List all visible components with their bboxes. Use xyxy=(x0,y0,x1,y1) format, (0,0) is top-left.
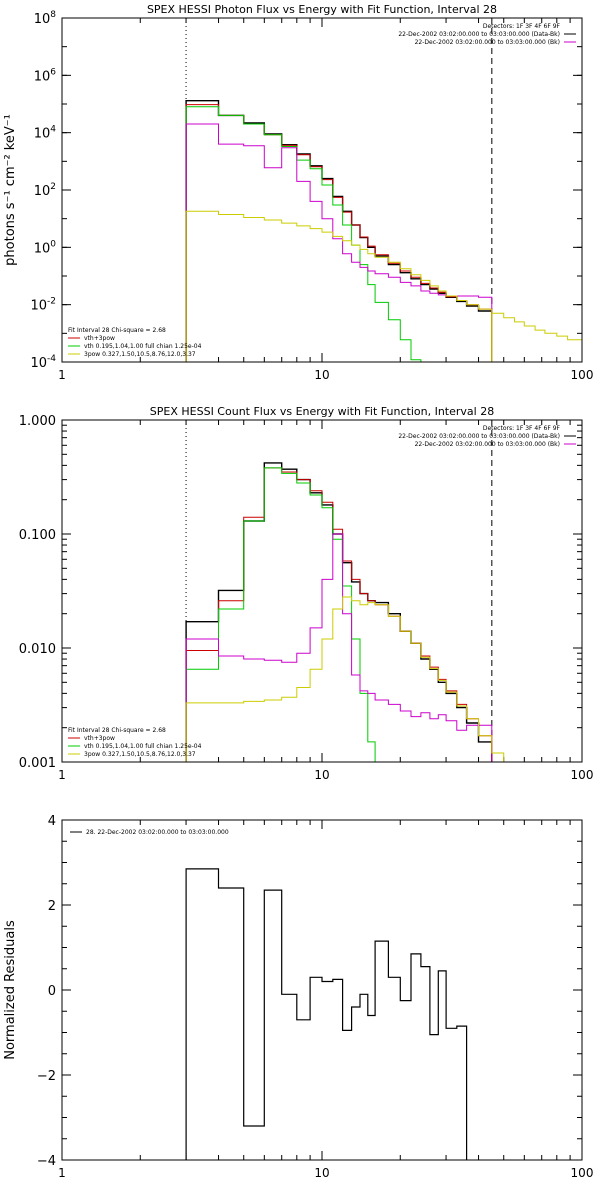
legend-top-entry: Detectors: 1F 3F 4F 6F 9F xyxy=(483,425,561,432)
series-line--bk- xyxy=(185,123,493,362)
x-tick-label: 1 xyxy=(58,1166,66,1180)
series-line-vth-3pow xyxy=(185,104,493,362)
y-tick-label: 4 xyxy=(48,814,56,829)
legend-top-entry: 22-Dec-2002 03:02:00.000 to 03:03:00.000… xyxy=(398,31,560,38)
y-tick-base: 10 xyxy=(30,299,47,314)
chart-panel-1: SPEX HESSI Photon Flux vs Energy with Fi… xyxy=(3,3,594,382)
data-series xyxy=(185,868,468,1160)
series-line-residuals xyxy=(185,868,468,1160)
legend-bottom-entry: Fit Interval 28 Chi-square = 2.68 xyxy=(68,727,166,734)
y-tick-label: 0 xyxy=(48,984,56,999)
y-tick-label: −2 xyxy=(37,1069,56,1084)
y-tick-label: 100 xyxy=(34,239,57,256)
y-tick-base: 10 xyxy=(30,356,47,371)
y-axis-ticks xyxy=(62,17,582,363)
series-line-vth xyxy=(185,106,422,362)
y-tick-exponent: -2 xyxy=(47,297,56,307)
legend-bottom-entry: 3pow 0.327,1.50,10.5,8.76,12.0,3.37 xyxy=(84,351,196,358)
chart-title: SPEX HESSI Photon Flux vs Energy with Fi… xyxy=(147,3,497,16)
x-axis-ticks xyxy=(61,420,571,762)
plot-frame xyxy=(61,419,583,763)
y-tick-label: 106 xyxy=(34,67,57,84)
x-tick-label: 1 xyxy=(58,368,66,382)
legend-top-entry: 22-Dec-2002 03:02:00.000 to 03:03:00.000… xyxy=(415,441,560,448)
legend-top-entry: Detectors: 1F 3F 4F 6F 9F xyxy=(483,23,561,30)
y-tick-label: 102 xyxy=(34,182,56,199)
y-axis-label: Normalized Residuals xyxy=(3,920,18,1060)
y-tick-exponent: 6 xyxy=(50,67,56,77)
legend-bottom-entry: vth+3pow xyxy=(84,735,115,742)
y-tick-exponent: -4 xyxy=(47,354,56,364)
y-tick-base: 10 xyxy=(34,241,51,256)
y-tick-label: −4 xyxy=(37,1154,56,1169)
legend-top-entry: 22-Dec-2002 03:02:00.000 to 03:03:00.000… xyxy=(398,433,560,440)
series-line-3pow xyxy=(185,210,493,362)
x-axis-ticks xyxy=(61,18,571,362)
legend-bottom-entry: vth 0.195,1.04,1.00 full chian 1.25e-04 xyxy=(84,343,202,350)
series-line-vth xyxy=(185,467,376,762)
y-tick-exponent: 2 xyxy=(50,182,56,192)
y-axis-ticks xyxy=(62,819,582,1161)
series-line-3pow-ext xyxy=(491,312,582,362)
chart-panel-2: SPEX HESSI Count Flux vs Energy with Fit… xyxy=(19,405,594,782)
y-tick-label: 0.010 xyxy=(19,642,56,657)
data-series xyxy=(185,462,505,762)
data-series xyxy=(185,100,582,362)
x-tick-label: 100 xyxy=(571,1166,594,1180)
chart-panel-3: Normalized Residuals 1 10 100 −4 −2 0 2 4 28. 22-… xyxy=(3,814,593,1180)
series-line--bk- xyxy=(185,533,493,762)
y-axis-label: photons s⁻¹ cm⁻² keV⁻¹ xyxy=(3,114,18,266)
x-tick-label: 10 xyxy=(314,368,329,382)
y-tick-label: 0.100 xyxy=(19,528,56,543)
legend-bottom-entry: Fit Interval 28 Chi-square = 2.68 xyxy=(68,327,166,334)
legend-bottom-entry: vth+3pow xyxy=(84,335,115,342)
plot-frame xyxy=(61,819,583,1161)
y-tick-exponent: 0 xyxy=(50,239,56,249)
series-line--data-bk- xyxy=(185,100,493,362)
y-tick-label: 108 xyxy=(34,10,57,27)
x-tick-label: 1 xyxy=(58,768,66,782)
x-tick-label: 10 xyxy=(314,768,329,782)
y-tick-exponent: 8 xyxy=(50,10,56,20)
x-tick-label: 100 xyxy=(571,368,594,382)
x-tick-label: 10 xyxy=(314,1166,329,1180)
legend-bottom-entry: vth 0.195,1.04,1.00 full chian 1.25e-04 xyxy=(84,743,202,750)
y-tick-base: 10 xyxy=(34,12,51,27)
legend-bottom-entry: 3pow 0.327,1.50,10.5,8.76,12.0,3.37 xyxy=(84,751,196,758)
y-tick-label: 104 xyxy=(34,125,57,142)
chart-title: SPEX HESSI Count Flux vs Energy with Fit… xyxy=(150,405,494,418)
y-tick-base: 10 xyxy=(34,127,51,142)
y-tick-base: 10 xyxy=(34,69,51,84)
y-tick-exponent: 4 xyxy=(50,125,56,135)
y-tick-label: 0.001 xyxy=(19,756,56,771)
x-tick-label: 100 xyxy=(571,768,594,782)
legend-top-entry: 22-Dec-2002 03:02:00.000 to 03:03:00.000… xyxy=(415,39,560,46)
x-axis-ticks xyxy=(61,820,571,1160)
series-line-3pow xyxy=(185,596,505,762)
y-tick-label: 10-4 xyxy=(30,354,56,371)
y-tick-label: 10-2 xyxy=(30,297,56,314)
plot-frame xyxy=(61,17,583,363)
legend-entry: 28. 22-Dec-2002 03:02:00.000 to 03:03:00… xyxy=(86,829,229,836)
y-tick-base: 10 xyxy=(34,184,51,199)
y-tick-label: 1.000 xyxy=(19,414,56,429)
y-tick-label: 2 xyxy=(48,899,56,914)
